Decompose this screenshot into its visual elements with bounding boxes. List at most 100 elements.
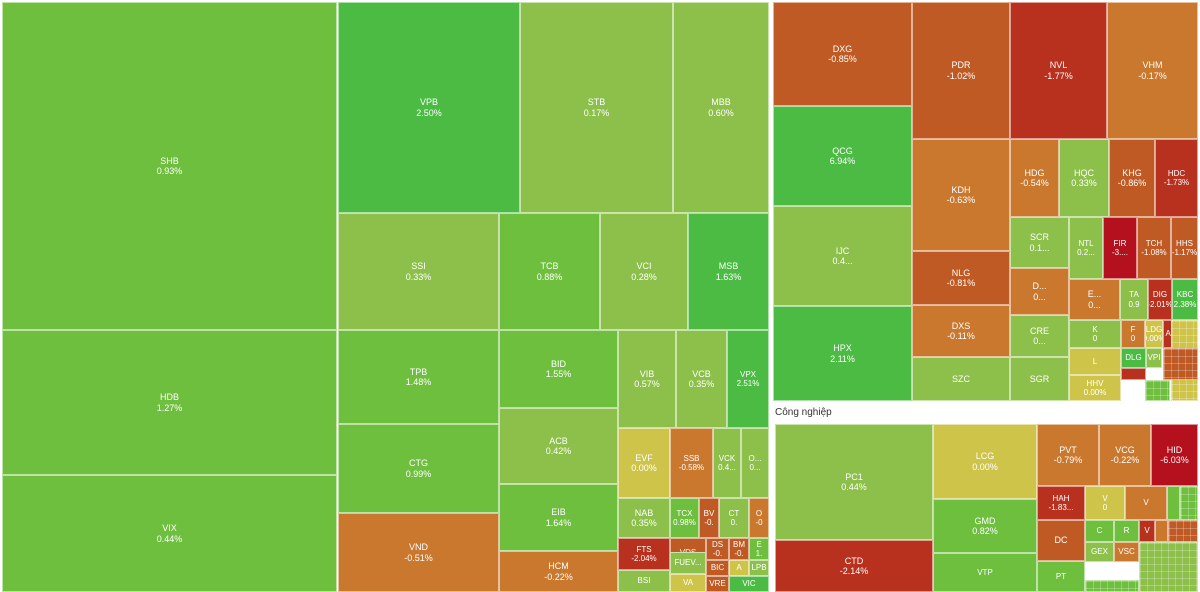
tile-dxs-65[interactable]: DXS -0.11%: [912, 305, 1010, 357]
tile-hid-82[interactable]: HID -6.03%: [1151, 424, 1198, 486]
tile-dlg-72[interactable]: DLG5.00%: [1121, 348, 1146, 368]
tile-hdg-48[interactable]: HDG -0.54%: [1010, 139, 1059, 217]
tile-nab-22[interactable]: NAB 0.35%: [618, 498, 670, 538]
tile-vck-19[interactable]: VCK 0.4...: [713, 428, 741, 498]
tile-vcb-13[interactable]: VCB 0.35%: [676, 330, 727, 428]
tile-ijc-52[interactable]: IJC 0.4...: [773, 206, 912, 306]
tile-e-32[interactable]: E 1.: [749, 538, 769, 560]
tile-va-39[interactable]: VA: [670, 574, 706, 592]
tile-bid-11[interactable]: BID 1.55%: [499, 330, 618, 408]
tile-tcb-7[interactable]: TCB 0.88%: [499, 213, 600, 330]
tile-lcg-79[interactable]: LCG 0.00%: [933, 424, 1037, 499]
tile-nlg-58[interactable]: NLG -0.81%: [912, 251, 1010, 305]
tile-nvl-44[interactable]: NVL -1.77%: [1010, 2, 1107, 139]
tile-vtp-98[interactable]: VTP: [933, 553, 1037, 592]
tile-hhs-57[interactable]: HHS -1.17%: [1171, 217, 1198, 279]
tile-stb-4[interactable]: STB 0.17%: [520, 2, 673, 213]
tile-ssi-6[interactable]: SSI 0.33%: [338, 213, 499, 330]
tile-eib-21[interactable]: EIB 1.64%: [499, 484, 618, 551]
tile-vnd-27[interactable]: VND -0.51%: [338, 513, 499, 592]
tile-hah-84[interactable]: HAH -1.83...: [1037, 486, 1085, 520]
tile-vix-2[interactable]: VIX 0.44%: [2, 475, 337, 592]
tile-ctd-97[interactable]: CTD -2.14%: [775, 540, 933, 592]
tile-vpx-14[interactable]: VPX 2.51%: [727, 330, 769, 428]
tile-vic-41[interactable]: VIC2.07%: [729, 576, 769, 592]
tile-vib-12[interactable]: VIB 0.57%: [618, 330, 676, 428]
tile-hqc-49[interactable]: HQC 0.33%: [1059, 139, 1109, 217]
tile-symbol: VIB: [639, 368, 655, 379]
tile-szc-74[interactable]: SZC: [912, 357, 1010, 401]
tile-o-20[interactable]: O... 0...: [741, 428, 769, 498]
tile-dxg-42[interactable]: DXG -0.85%: [773, 2, 912, 106]
tile-a-36[interactable]: A: [729, 560, 749, 576]
tile-pt-99[interactable]: PT: [1037, 561, 1085, 592]
tile-ta-61[interactable]: TA 0.9: [1120, 279, 1148, 320]
tile-pc1-78[interactable]: PC1 0.44%: [775, 424, 933, 540]
tile-hdc-51[interactable]: HDC -1.73%: [1155, 139, 1198, 217]
tile-sgr-75[interactable]: SGR: [1010, 357, 1069, 401]
tile-dig-62[interactable]: DIG -2.01%: [1148, 279, 1172, 320]
tile-d-59[interactable]: D... 0...: [1010, 268, 1069, 315]
tile-shb-0[interactable]: SHB 0.93%: [2, 2, 337, 330]
tile-fts-28[interactable]: FTS -2.04%: [618, 538, 670, 570]
tile-hpx-64[interactable]: HPX 2.11%: [773, 306, 912, 401]
tile-bm-31[interactable]: BM -0.: [729, 538, 749, 560]
tile-vpb-3[interactable]: VPB 2.50%: [338, 2, 520, 213]
tile-ct-25[interactable]: CT 0.: [719, 498, 749, 538]
tile-ctg-15[interactable]: CTG 0.99%: [338, 424, 499, 513]
tile-kbc-63[interactable]: KBC 2.38%: [1172, 279, 1198, 320]
tile-o-26[interactable]: O -0: [749, 498, 769, 538]
tile-crc-87[interactable]: CRC1.53%: [1167, 486, 1180, 520]
tile-bv-24[interactable]: BV -0.: [699, 498, 719, 538]
tile-vci-8[interactable]: VCI 0.28%: [600, 213, 688, 330]
tile-pdr-43[interactable]: PDR -1.02%: [912, 2, 1010, 139]
tile-evf-17[interactable]: EVF 0.00%: [618, 428, 670, 498]
tile-cii-76[interactable]: CII-3.95%: [1121, 368, 1146, 380]
tile-gex-95[interactable]: GEX0.45%: [1085, 542, 1114, 562]
tile-ssb-18[interactable]: SSB -0.58%: [670, 428, 713, 498]
tile-bic-35[interactable]: BIC: [706, 560, 729, 576]
tile-symbol: TCB: [540, 261, 559, 272]
tile-fir-55[interactable]: FIR -3....: [1103, 217, 1137, 279]
tile-tpb-10[interactable]: TPB 1.48%: [338, 330, 499, 424]
tile-khg-50[interactable]: KHG -0.86%: [1109, 139, 1155, 217]
tile-hhv-77[interactable]: HHV 0.00%: [1069, 375, 1121, 401]
tile-vos-93[interactable]: VOS: [1155, 520, 1168, 542]
tile-ldg-69[interactable]: LDG0.00%: [1145, 320, 1163, 348]
tile-filler: [1180, 486, 1198, 520]
tile-v-92[interactable]: V: [1139, 520, 1155, 542]
tile-cre-66[interactable]: CRE 0...: [1010, 315, 1069, 357]
tile-lpb-37[interactable]: LPB0.24%: [749, 560, 769, 576]
tile-scr-53[interactable]: SCR 0.1...: [1010, 217, 1069, 268]
tile-fuev-34[interactable]: FUEV...: [670, 552, 706, 574]
tile-ntl-54[interactable]: NTL 0.2...: [1069, 217, 1103, 279]
tile-r-91[interactable]: R: [1114, 520, 1139, 542]
tile-bsi-38[interactable]: BSI: [618, 570, 670, 592]
tile-dc-89[interactable]: DC: [1037, 520, 1085, 561]
tile-symbol: BIC: [710, 563, 725, 573]
tile-vhm-45[interactable]: VHM -0.17%: [1107, 2, 1198, 139]
tile-c-90[interactable]: C: [1085, 520, 1114, 542]
tile-vre-40[interactable]: VRE-1.20%: [706, 576, 729, 592]
tile-kdh-47[interactable]: KDH -0.63%: [912, 139, 1010, 251]
tile-vsc-96[interactable]: VSC-0.25%: [1114, 542, 1139, 562]
tile-hdb-1[interactable]: HDB 1.27%: [2, 330, 337, 475]
tile-pvt-80[interactable]: PVT -0.79%: [1037, 424, 1099, 486]
tile-l-71[interactable]: L: [1069, 348, 1121, 375]
tile-v-86[interactable]: V: [1125, 486, 1167, 520]
tile-mbb-5[interactable]: MBB 0.60%: [673, 2, 769, 213]
tile-qcg-46[interactable]: QCG 6.94%: [773, 106, 912, 206]
tile-vcg-81[interactable]: VCG -0.22%: [1099, 424, 1151, 486]
tile-acb-16[interactable]: ACB 0.42%: [499, 408, 618, 484]
tile-msb-9[interactable]: MSB 1.63%: [688, 213, 769, 330]
tile-gmd-83[interactable]: GMD 0.82%: [933, 499, 1037, 553]
tile-vpi-73[interactable]: VPI0.52%: [1146, 348, 1162, 368]
tile-ds-30[interactable]: DS -0.: [706, 538, 729, 560]
tile-e-60[interactable]: E... 0...: [1069, 279, 1120, 320]
tile-tch-56[interactable]: TCH -1.08%: [1137, 217, 1171, 279]
tile-hcm-33[interactable]: HCM -0.22%: [499, 551, 618, 592]
tile-tcx-23[interactable]: TCX 0.98%: [670, 498, 699, 538]
